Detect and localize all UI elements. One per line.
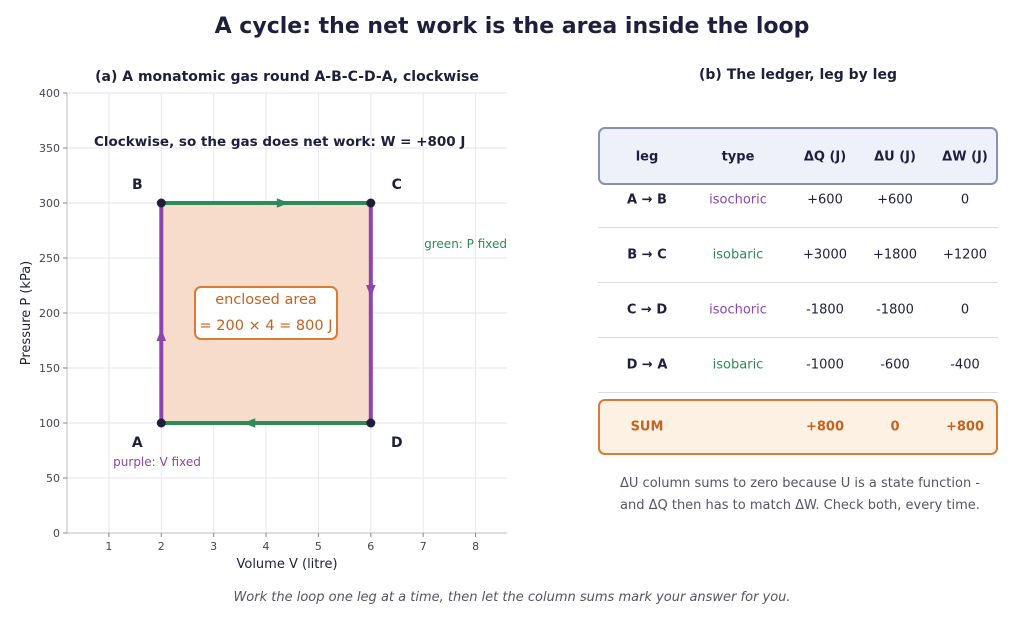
ledger-note: ΔU column sums to zero because U is a st…: [620, 473, 1000, 517]
row-leg-bc: B → C: [627, 247, 667, 263]
ledger-title: (b) The ledger, leg by leg: [699, 67, 897, 83]
point-label-c: C: [392, 177, 402, 193]
panel-a-title: (a) A monatomic gas round A-B-C-D-A, clo…: [95, 69, 479, 85]
row-leg-ab: A → B: [627, 192, 667, 208]
point-d: [366, 418, 376, 428]
point-label-d: D: [391, 435, 403, 451]
leg-bc-arrow: [276, 198, 289, 208]
y-tick-label: 200: [39, 307, 60, 320]
row-dq-cd: -1800: [806, 302, 844, 318]
row-dw-bc: +1200: [943, 247, 987, 263]
row-dq-da: -1000: [806, 357, 844, 373]
row-du-cd: -1800: [876, 302, 914, 318]
point-a: [156, 418, 166, 428]
footer-note: Work the loop one leg at a time, then le…: [233, 590, 791, 605]
ledger-note-line-2: and ΔQ then has to match ΔW. Check both,…: [620, 498, 980, 513]
row-du-ab: +600: [877, 192, 913, 208]
ledger-note-line-1: ΔU column sums to zero because U is a st…: [620, 476, 981, 491]
row-type-da: isobaric: [712, 357, 764, 373]
x-tick-label: 3: [210, 540, 217, 553]
leg-da-arrow: [243, 418, 256, 428]
headline-annotation: Clockwise, so the gas does net work: W =…: [94, 134, 465, 150]
row-divider: [598, 392, 998, 393]
row-type-bc: isobaric: [712, 247, 764, 263]
row-leg-da: D → A: [626, 357, 668, 373]
point-label-a: A: [132, 435, 143, 451]
row-type-cd: isochoric: [709, 302, 767, 318]
sum-dw: +800: [945, 419, 985, 435]
row-dw-ab: 0: [960, 192, 970, 208]
header-leg: leg: [635, 149, 659, 165]
green-note: green: P fixed: [424, 237, 507, 251]
row-dw-cd: 0: [960, 302, 970, 318]
row-type-ab: isochoric: [709, 192, 767, 208]
sum-label: SUM: [630, 419, 664, 435]
leg-cd-arrow: [366, 285, 376, 297]
row-dw-da: -400: [950, 357, 980, 373]
x-axis-label: Volume V (litre): [236, 557, 337, 572]
header-dw: ΔW (J): [942, 149, 988, 165]
x-tick-label: 6: [367, 540, 374, 553]
y-tick-label: 350: [39, 142, 60, 155]
row-du-bc: +1800: [873, 247, 917, 263]
x-tick-label: 5: [315, 540, 322, 553]
row-divider: [598, 337, 998, 338]
y-tick-label: 250: [39, 252, 60, 265]
y-axis-label: Pressure P (kPa): [19, 261, 34, 366]
row-dq-bc: +3000: [803, 247, 847, 263]
page-title: A cycle: the net work is the area inside…: [214, 14, 810, 39]
y-tick-label: 400: [39, 87, 60, 100]
x-tick-label: 2: [158, 540, 165, 553]
x-tick-label: 1: [105, 540, 112, 553]
purple-note: purple: V fixed: [113, 455, 201, 469]
header-du: ΔU (J): [874, 149, 916, 165]
header-type: type: [721, 149, 755, 165]
sum-dq: +800: [805, 419, 845, 435]
x-tick-label: 4: [263, 540, 270, 553]
y-tick-label: 50: [46, 472, 60, 485]
point-b: [156, 198, 166, 208]
sum-row-box: [598, 399, 998, 455]
y-tick-label: 150: [39, 362, 60, 375]
sum-du: 0: [890, 419, 900, 435]
x-tick-label: 8: [472, 540, 479, 553]
area-label-line-1: enclosed area: [215, 292, 317, 308]
row-du-da: -600: [880, 357, 910, 373]
leg-ab-arrow: [156, 329, 167, 341]
point-label-b: B: [132, 177, 143, 193]
y-tick-label: 100: [39, 417, 60, 430]
header-dq: ΔQ (J): [803, 149, 847, 165]
row-dq-ab: +600: [807, 192, 843, 208]
row-leg-cd: C → D: [626, 302, 668, 318]
area-label-line-2: = 200 × 4 = 800 J: [200, 318, 333, 334]
y-tick-label: 0: [53, 527, 60, 540]
point-c: [366, 198, 376, 208]
row-divider: [598, 227, 998, 228]
ledger-header: [598, 127, 998, 185]
area-label-box: [194, 286, 338, 340]
row-divider: [598, 282, 998, 283]
y-tick-label: 300: [39, 197, 60, 210]
x-tick-label: 7: [420, 540, 427, 553]
